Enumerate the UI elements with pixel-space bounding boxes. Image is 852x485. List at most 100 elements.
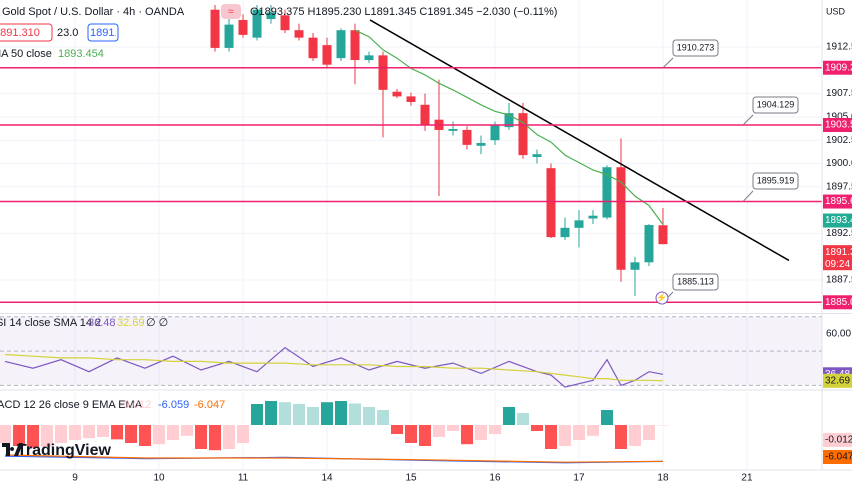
macd-legend-value: -6.059 — [158, 399, 189, 411]
macd-bar — [502, 407, 515, 425]
macd-bar — [0, 425, 12, 443]
logo-icon — [2, 443, 23, 456]
symbol: Gold Spot / U.S. Dollar · 4h · OANDA — [2, 6, 185, 18]
callout-leader — [742, 190, 754, 202]
rsi-line — [4, 353, 664, 382]
macd-bar — [265, 401, 278, 425]
header: Gold Spot / U.S. Dollar · 4h · OANDA ≈ O… — [0, 4, 846, 60]
y-tick-label: 1905.0 — [826, 112, 852, 123]
candle-body — [588, 215, 598, 219]
candle-body — [518, 113, 528, 156]
candle-body — [504, 113, 514, 128]
macd-legend-value: -0.012 — [120, 399, 151, 411]
macd-bar — [83, 425, 96, 439]
plot-area: 1910.273 1904.129 1895.919 1885.113 ⚡ — [0, 0, 822, 470]
level-axis-label: 1885.0 — [825, 297, 852, 308]
candle-body — [336, 30, 346, 59]
y-tick-label: 1912.5 — [826, 42, 852, 53]
candle-body — [294, 30, 304, 38]
macd-bar — [125, 425, 138, 443]
logo: TradingView — [2, 442, 112, 459]
rsi-legend-value: 32.69 — [117, 317, 145, 329]
y-tick-label: 1907.5 — [826, 88, 852, 99]
candle-body — [350, 30, 360, 61]
logo-text: TradingView — [17, 442, 112, 459]
callout-label: 1885.113 — [677, 276, 714, 286]
macd-bar — [363, 407, 376, 425]
rsi-legend: RSI 14 close SMA 14 2 — [0, 317, 101, 329]
callout-box — [752, 172, 799, 190]
callout-box — [672, 273, 719, 291]
macd-bar — [377, 410, 390, 425]
macd-bar — [474, 425, 487, 440]
countdown-bg — [823, 258, 852, 271]
macd-bar — [139, 425, 152, 446]
macd-bar — [335, 401, 348, 425]
macd-bar — [223, 425, 236, 449]
badge-icon: ≈ — [228, 7, 234, 18]
macd-bar — [656, 425, 669, 426]
macd-bar — [111, 425, 124, 440]
candle-body — [644, 225, 654, 263]
candle-body — [476, 142, 486, 146]
alert-glyph: ⚡ — [656, 291, 667, 303]
macd-bar — [97, 425, 110, 437]
callout-label: 1904.129 — [757, 99, 795, 109]
macd-bar — [209, 425, 222, 451]
macd-axis-label: -6.047 — [825, 452, 852, 463]
callout-label: 1910.273 — [677, 42, 715, 52]
macd-bar — [600, 410, 613, 425]
countdown: 09:24 — [825, 259, 850, 270]
macd-bar — [69, 425, 82, 440]
macd-bar — [293, 404, 306, 425]
macd-bar — [432, 425, 445, 437]
level-axis-label-bg — [823, 60, 852, 75]
x-tick-label: 16 — [489, 473, 501, 484]
candle-body — [392, 91, 402, 97]
x-tick-label: 11 — [238, 473, 249, 484]
macd-bar — [321, 402, 334, 425]
spread: 23.0 — [57, 27, 78, 39]
candle-body — [280, 15, 290, 31]
candle-body — [224, 24, 234, 48]
macd-bar — [307, 407, 320, 425]
ma-legend: MA 50 close — [0, 48, 52, 60]
macd-bar — [558, 425, 571, 446]
rsi-axis-label: 32.69 — [825, 375, 850, 386]
macd-bar — [405, 425, 417, 443]
candle-body — [658, 225, 668, 245]
level-axis-label: 1903.5 — [825, 120, 852, 131]
candle-body — [364, 55, 374, 61]
macd-bar — [55, 425, 68, 443]
level-axis-label: 1895.6 — [825, 196, 852, 207]
macd-bar — [544, 425, 557, 449]
price-label: 1893.4 — [825, 215, 852, 226]
alert-icon — [655, 291, 669, 305]
currency: USD — [826, 6, 846, 16]
rsi-legend-extra: ∅ ∅ — [146, 317, 168, 329]
candle-body — [252, 9, 262, 38]
level-axis-label: 1909.2 — [825, 62, 852, 73]
callout-leader — [742, 114, 754, 126]
macd-bar — [153, 425, 166, 445]
x-tick-label: 21 — [741, 473, 753, 484]
macd-line — [4, 454, 664, 463]
candle-body — [560, 227, 570, 238]
x-tick-label: 18 — [657, 473, 669, 484]
macd-axis-label-bg — [823, 433, 852, 447]
candle-body — [630, 262, 640, 270]
callout-label: 1895.919 — [757, 175, 795, 185]
macd-bar — [251, 404, 264, 425]
rsi-line — [4, 346, 664, 388]
macd-axis-label-bg — [823, 450, 852, 464]
macd-legend: MACD 12 26 close 9 EMA EMA — [0, 399, 143, 411]
candle-body — [616, 167, 626, 270]
macd-bar — [628, 425, 641, 446]
badge — [221, 4, 241, 19]
macd-bar — [41, 425, 54, 447]
sma-line — [354, 29, 664, 225]
macd-bar — [279, 402, 292, 425]
macd-bar — [460, 425, 473, 445]
